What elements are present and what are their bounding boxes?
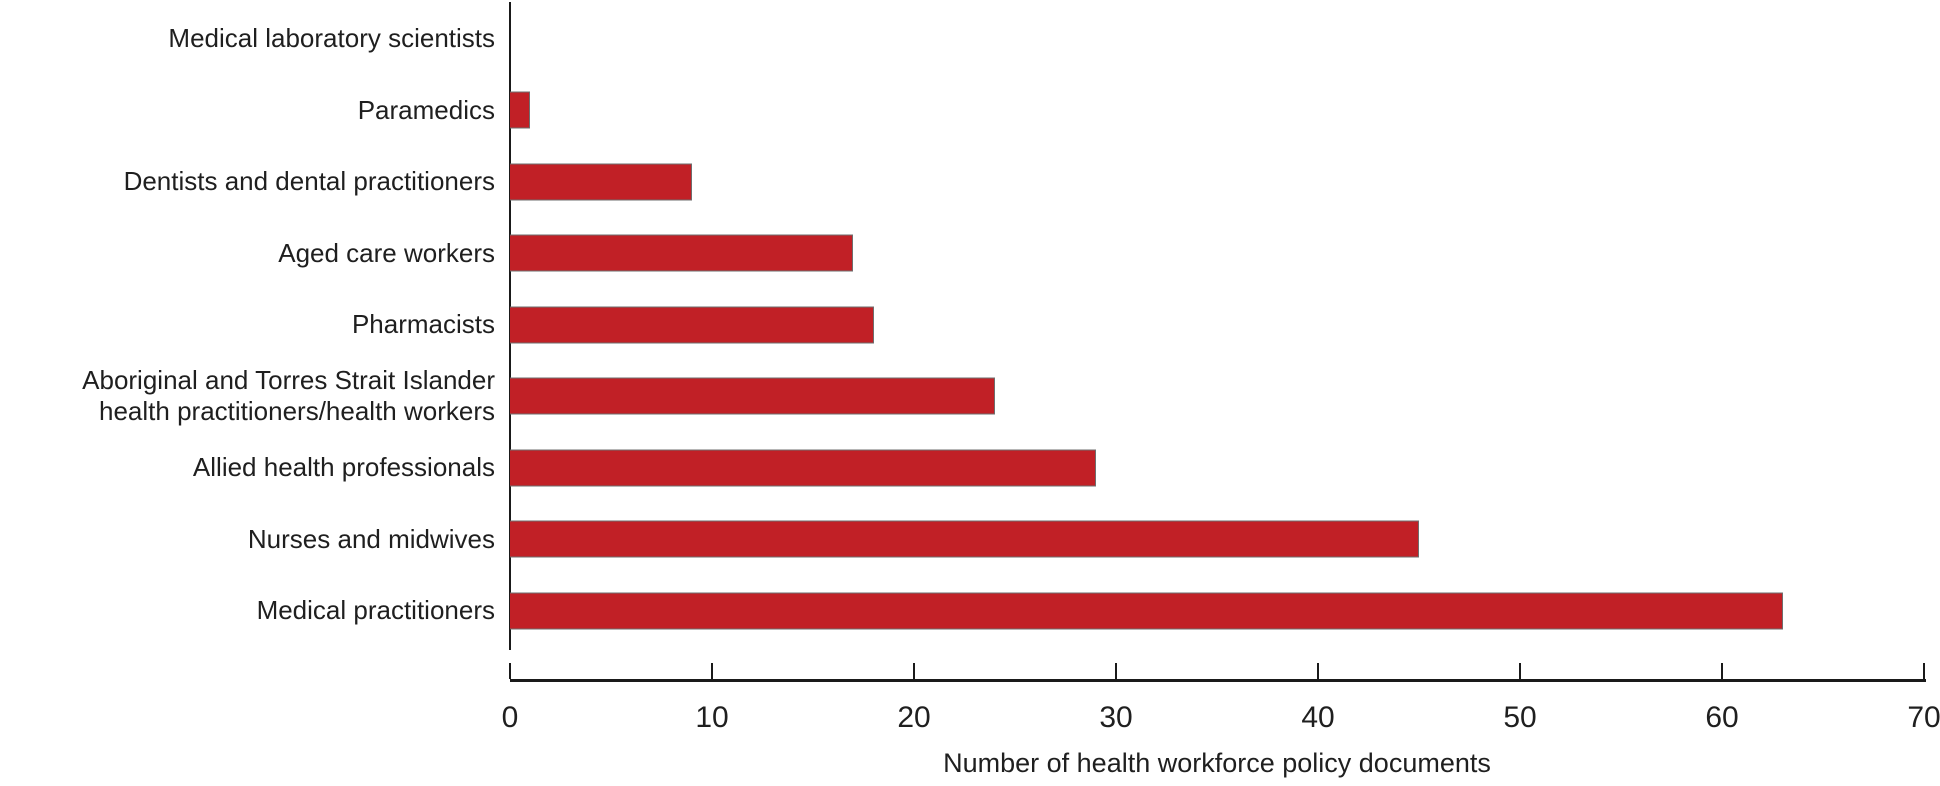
tick-mark [1923,663,1925,679]
bar [510,306,874,344]
tick-mark [711,663,713,679]
category-label: Aboriginal and Torres Strait Islander he… [82,365,495,427]
bar-track [510,289,1940,361]
bar [510,91,531,129]
category-label: Allied health professionals [192,452,495,483]
bar [510,163,692,201]
bar-track [510,432,1940,504]
tick-mark [1317,663,1319,679]
category-label: Aged care workers [278,237,495,268]
category-label: Pharmacists [351,309,495,340]
chart-row: Aboriginal and Torres Strait Islander he… [0,361,1940,433]
tick-label: 20 [897,701,931,734]
chart-row: Aged care workers [0,218,1940,290]
bar [510,520,1419,558]
tick-mark [509,663,511,679]
x-axis-title: Number of health workforce policy docume… [943,748,1491,778]
chart-rows: Medical laboratory scientists Paramedics… [0,3,1940,647]
tick-label: 30 [1099,701,1133,734]
tick-mark [1721,663,1723,679]
tick-label: 40 [1301,701,1335,734]
chart-row: Allied health professionals [0,432,1940,504]
bar-track [510,146,1940,218]
x-axis-line [510,679,1926,682]
tick-mark [1115,663,1117,679]
tick-label: 50 [1503,701,1537,734]
category-label: Medical laboratory scientists [168,23,495,54]
category-label: Medical practitioners [256,595,495,626]
tick-label: 10 [695,701,729,734]
bar-track [510,75,1940,147]
bar [510,234,854,272]
tick-label: 70 [1907,701,1940,734]
chart-row: Medical laboratory scientists [0,3,1940,75]
bar [510,377,995,415]
chart-row: Pharmacists [0,289,1940,361]
bar-track [510,504,1940,576]
bar-track [510,3,1940,75]
bar [510,592,1783,630]
chart-row: Dentists and dental practitioners [0,146,1940,218]
tick-mark [1519,663,1521,679]
tick-label: 60 [1705,701,1739,734]
chart-row: Paramedics [0,75,1940,147]
category-label: Nurses and midwives [247,523,495,554]
tick-mark [913,663,915,679]
chart-row: Medical practitioners [0,575,1940,647]
category-label: Dentists and dental practitioners [123,166,495,197]
bar [510,449,1096,487]
tick-label: 0 [501,701,519,734]
category-label: Paramedics [357,94,495,125]
bar-track [510,575,1940,647]
bar-track [510,361,1940,433]
bar-track [510,218,1940,290]
chart-row: Nurses and midwives [0,504,1940,576]
